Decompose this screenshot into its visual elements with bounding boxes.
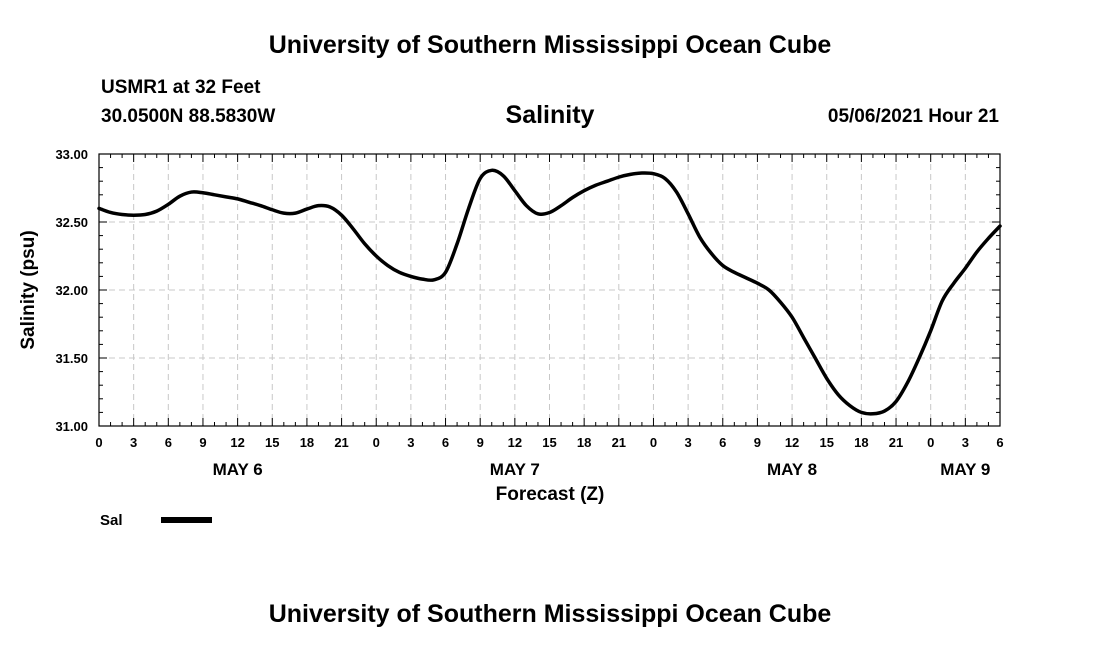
legend: Sal bbox=[100, 512, 212, 529]
x-tick-label: 9 bbox=[754, 435, 761, 450]
y-axis-title: Salinity (psu) bbox=[18, 230, 39, 349]
x-tick-label: 0 bbox=[95, 435, 102, 450]
x-tick-label: 6 bbox=[719, 435, 726, 450]
forecast-date-label: 05/06/2021 Hour 21 bbox=[827, 106, 999, 127]
x-tick-label: 15 bbox=[819, 435, 833, 450]
y-tick-label: 32.50 bbox=[55, 215, 88, 230]
x-tick-label: 12 bbox=[508, 435, 522, 450]
axis-labels: 0 3 6 9 12 15 18 21 0 3 6 9 12 15 18 21 0 3 6 9 12 15 18 21 0 3 6 3… bbox=[55, 147, 1003, 479]
y-tick-label: 33.00 bbox=[55, 147, 88, 162]
page-title: University of Southern Mississippi Ocean… bbox=[268, 31, 832, 59]
x-tick-label: 18 bbox=[854, 435, 868, 450]
y-tick-label: 31.50 bbox=[55, 351, 88, 366]
x-tick-label: 18 bbox=[577, 435, 591, 450]
x-tick-label: 15 bbox=[265, 435, 279, 450]
x-tick-label: 21 bbox=[889, 435, 903, 450]
x-tick-label: 3 bbox=[684, 435, 691, 450]
x-tick-label: 6 bbox=[442, 435, 449, 450]
x-tick-label: 0 bbox=[927, 435, 934, 450]
legend-label: Sal bbox=[100, 512, 123, 529]
day-label: MAY 8 bbox=[767, 460, 817, 479]
x-tick-label: 12 bbox=[230, 435, 244, 450]
x-tick-label: 18 bbox=[300, 435, 314, 450]
x-tick-label: 3 bbox=[130, 435, 137, 450]
day-label: MAY 7 bbox=[490, 460, 540, 479]
station-label: USMR1 at 32 Feet bbox=[101, 77, 261, 98]
y-tick-label: 31.00 bbox=[55, 419, 88, 434]
x-tick-label: 9 bbox=[477, 435, 484, 450]
plot-frame bbox=[98, 153, 1001, 427]
day-label: MAY 6 bbox=[213, 460, 263, 479]
footer-title: University of Southern Mississippi Ocean… bbox=[268, 600, 832, 628]
salinity-series-line bbox=[97, 168, 1002, 416]
x-tick-label: 15 bbox=[542, 435, 556, 450]
x-tick-label: 0 bbox=[650, 435, 657, 450]
grid-lines bbox=[99, 154, 1000, 426]
x-tick-label: 6 bbox=[165, 435, 172, 450]
y-tick-label: 32.00 bbox=[55, 283, 88, 298]
series-layer bbox=[97, 168, 1002, 416]
x-tick-label: 9 bbox=[199, 435, 206, 450]
x-tick-label: 0 bbox=[373, 435, 380, 450]
day-label: MAY 9 bbox=[940, 460, 990, 479]
x-tick-label: 21 bbox=[612, 435, 626, 450]
coordinates-label: 30.0500N 88.5830W bbox=[101, 106, 276, 127]
x-tick-label: 12 bbox=[785, 435, 799, 450]
chart-title: Salinity bbox=[505, 101, 595, 129]
x-axis-title: Forecast (Z) bbox=[496, 484, 605, 505]
x-tick-label: 21 bbox=[334, 435, 348, 450]
x-tick-label: 6 bbox=[996, 435, 1003, 450]
x-tick-label: 3 bbox=[962, 435, 969, 450]
x-tick-label: 3 bbox=[407, 435, 414, 450]
